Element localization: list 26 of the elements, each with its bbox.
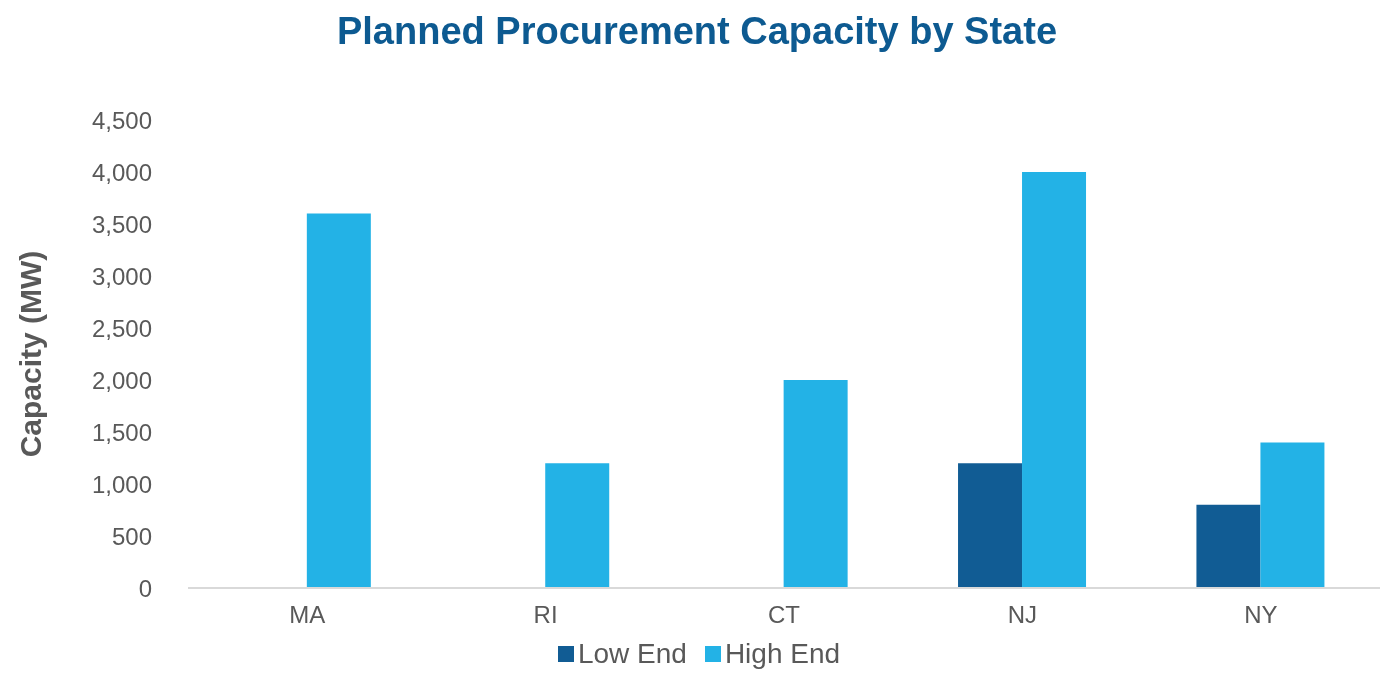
bar	[1196, 504, 1261, 588]
y-tick-label: 0	[138, 574, 152, 602]
x-tick-label: RI	[533, 601, 558, 629]
bar	[1022, 172, 1087, 588]
y-axis-title: Capacity (MW)	[13, 250, 47, 458]
x-tick-label: NY	[1244, 601, 1278, 629]
y-tick-label: 1,500	[91, 418, 152, 446]
y-tick-label: 3,500	[91, 210, 152, 238]
y-tick-label: 3,000	[91, 262, 152, 290]
y-tick-label: 500	[111, 522, 152, 550]
y-tick-label: 4,500	[91, 106, 152, 134]
y-tick-label: 2,500	[91, 314, 152, 342]
x-tick-label: MA	[289, 601, 326, 629]
x-tick-label: CT	[768, 601, 801, 629]
y-tick-label: 2,000	[91, 366, 152, 394]
y-tick-label: 4,000	[91, 158, 152, 186]
bar	[545, 463, 610, 588]
chart-title: Planned Procurement Capacity by State	[335, 9, 1059, 54]
bar	[958, 463, 1023, 588]
legend-label: Low End	[577, 638, 687, 670]
x-tick-label: NJ	[1007, 601, 1038, 629]
y-tick-label: 1,000	[91, 470, 152, 498]
bar	[1260, 442, 1325, 588]
legend-label: High End	[724, 638, 841, 670]
bar	[783, 380, 848, 588]
bar	[306, 213, 371, 588]
